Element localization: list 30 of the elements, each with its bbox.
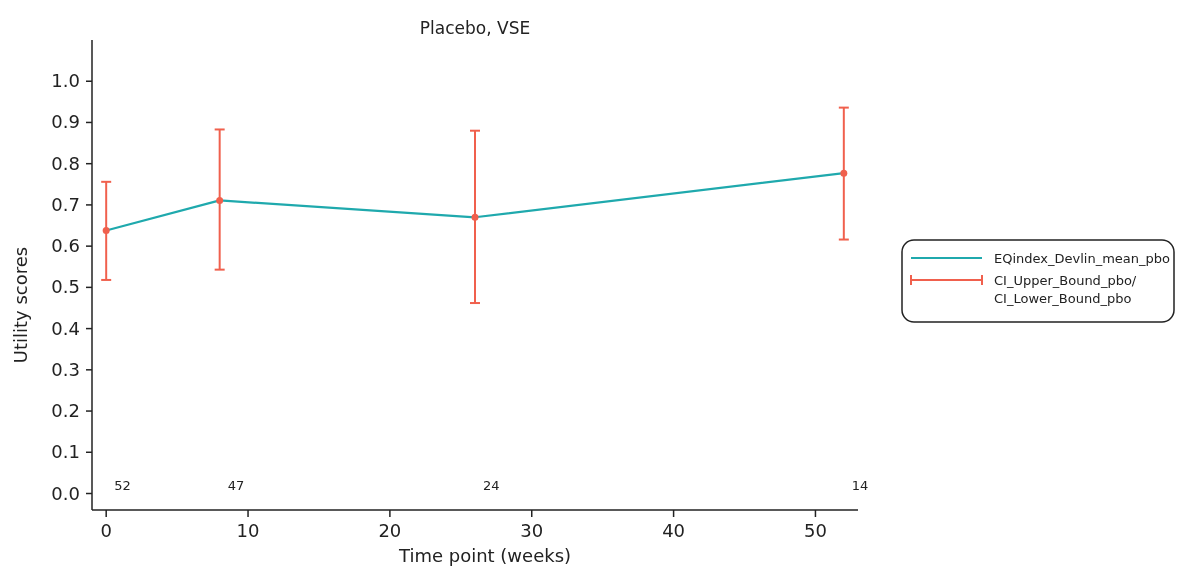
annotation: 24 bbox=[483, 478, 500, 493]
y-tick-label: 0.6 bbox=[51, 235, 80, 257]
x-tick-label: 20 bbox=[378, 520, 402, 541]
annotation: 52 bbox=[114, 478, 131, 493]
chart-title: Placebo, VSE bbox=[419, 18, 531, 38]
point bbox=[471, 213, 479, 221]
y-tick-label: 0.7 bbox=[51, 193, 80, 215]
legend-label: CI_Upper_Bound_pbo/ CI_Lower_Bound_pbo bbox=[994, 273, 1137, 306]
annotation: 14 bbox=[851, 478, 869, 493]
point bbox=[102, 226, 110, 234]
annotation: 47 bbox=[227, 478, 245, 493]
point bbox=[216, 196, 224, 204]
x-tick-label: 50 bbox=[803, 520, 827, 541]
x-tick-label: 40 bbox=[662, 520, 686, 541]
y-tick-label: 0.1 bbox=[51, 441, 80, 463]
x-tick-label: 10 bbox=[236, 520, 260, 541]
y-tick-label: 0.3 bbox=[51, 358, 80, 380]
point bbox=[840, 169, 848, 177]
y-axis-title: Utility scores bbox=[10, 246, 31, 364]
x-axis-title: Time point (weeks) bbox=[397, 545, 572, 566]
text: EQindex_Devlin_mean_pbo bbox=[994, 251, 1171, 266]
y-tick-label: 0.8 bbox=[51, 152, 80, 174]
y-tick-label: 0.0 bbox=[51, 482, 80, 504]
y-tick-label: 1.0 bbox=[51, 70, 80, 92]
x-tick-label: 0 bbox=[100, 520, 112, 541]
y-tick-label: 0.9 bbox=[51, 111, 80, 133]
y-tick-label: 0.4 bbox=[51, 317, 80, 339]
x-tick-label: 30 bbox=[520, 520, 544, 541]
y-tick-label: 0.5 bbox=[51, 276, 80, 298]
y-tick-label: 0.2 bbox=[51, 400, 80, 422]
